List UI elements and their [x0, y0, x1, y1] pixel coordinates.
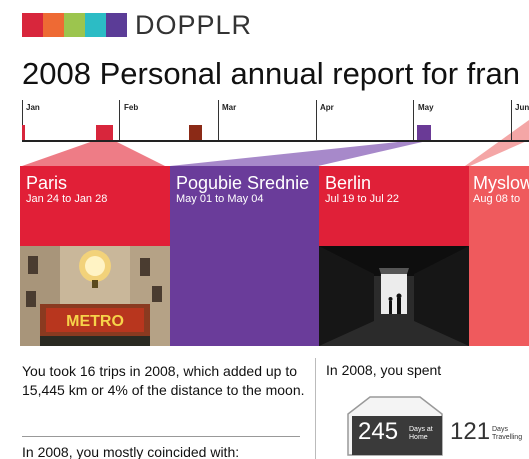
timeline-tick [511, 100, 512, 140]
column-divider [315, 358, 316, 459]
metro-sign-text: METRO [66, 313, 124, 330]
logo-block [43, 13, 64, 37]
timeline-month-apr: Apr [320, 103, 334, 112]
days-home-label-line: Home [409, 434, 428, 441]
timeline-month-feb: Feb [124, 103, 139, 112]
timeline-month-jun: Jun [515, 103, 529, 112]
trip-dates: Jul 19 to Jul 22 [325, 193, 399, 205]
paris-metro-photo: METRO [20, 246, 170, 346]
days-home-label-line: Days at [409, 426, 433, 433]
trip-card-paris[interactable]: Paris Jan 24 to Jan 28 METRO [20, 166, 170, 346]
trip-dates: Aug 08 to [473, 193, 521, 205]
days-travelling-label: Days Travelling [492, 426, 522, 442]
timeline-tick [316, 100, 317, 140]
trip-city: Berlin [325, 173, 372, 193]
dopplr-logo[interactable]: DOPPLR [22, 10, 253, 40]
timeline-tick [119, 100, 120, 140]
timeline-month-may: May [418, 103, 434, 112]
spent-heading: In 2008, you spent [326, 362, 442, 378]
timeline-trip-mark[interactable] [22, 125, 25, 140]
page-title: 2008 Personal annual report for fran [22, 56, 521, 91]
trip-city: Pogubie Srednie [176, 173, 310, 193]
trip-card-pogubie-srednie[interactable]: Pogubie Srednie May 01 to May 04 [170, 166, 319, 346]
trips-summary: You took 16 trips in 2008, which added u… [22, 363, 305, 398]
timeline-tick [413, 100, 414, 140]
timeline-month-mar: Mar [222, 103, 237, 112]
timeline-tick [218, 100, 219, 140]
logo-block [85, 13, 106, 37]
coincided-heading: In 2008, you mostly coincided with: [22, 444, 240, 459]
days-home-label: Days at Home [409, 426, 433, 442]
berlin-tunnel-photo [319, 246, 469, 346]
logo-block [22, 13, 43, 37]
logo-block [106, 13, 127, 37]
days-travelling-label-line: Days [492, 426, 508, 433]
timeline-trip-mark[interactable] [189, 125, 202, 140]
trip-city: Myslow [473, 173, 529, 193]
timeline-tick [22, 100, 23, 140]
pogubie-connector [170, 140, 431, 166]
logo-color-blocks [22, 13, 127, 37]
timeline-trip-mark[interactable] [417, 125, 431, 140]
timeline-month-jan: Jan [26, 103, 40, 112]
days-home-count: 245 [358, 418, 399, 445]
days-travelling-count: 121 [450, 418, 491, 445]
timeline-axis [22, 140, 529, 142]
trip-card-myslow[interactable]: Myslow Aug 08 to [469, 166, 529, 346]
section-divider [22, 436, 300, 437]
myslow-connector [465, 120, 529, 166]
logo-block [64, 13, 85, 37]
trip-city: Paris [26, 173, 68, 193]
house-icon [347, 396, 443, 456]
trip-dates: Jan 24 to Jan 28 [26, 193, 108, 205]
paris-connector [22, 140, 165, 166]
trip-dates: May 01 to May 04 [176, 193, 264, 205]
timeline-trip-mark[interactable] [96, 125, 113, 140]
trip-card-berlin[interactable]: Berlin Jul 19 to Jul 22 [319, 166, 469, 346]
days-travelling-label-line: Travelling [492, 434, 523, 441]
timeline-connectors [22, 120, 529, 166]
logo-text: DOPPLR [135, 10, 253, 40]
